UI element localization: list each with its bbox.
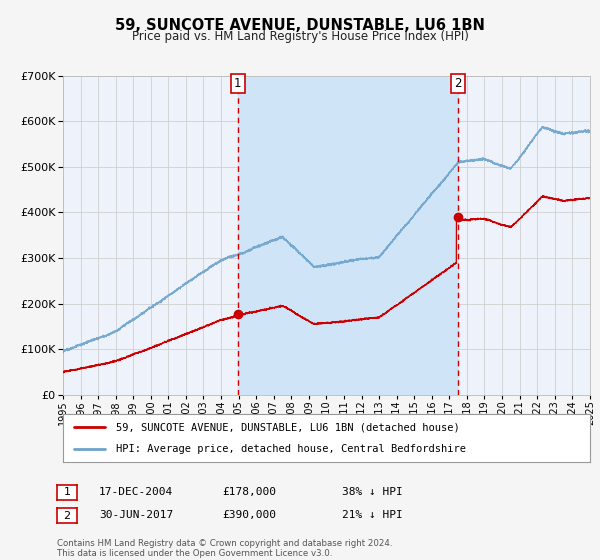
Text: 2: 2	[454, 77, 462, 90]
Text: Price paid vs. HM Land Registry's House Price Index (HPI): Price paid vs. HM Land Registry's House …	[131, 30, 469, 43]
Text: 1: 1	[64, 487, 70, 497]
Text: Contains HM Land Registry data © Crown copyright and database right 2024.
This d: Contains HM Land Registry data © Crown c…	[57, 539, 392, 558]
Text: HPI: Average price, detached house, Central Bedfordshire: HPI: Average price, detached house, Cent…	[116, 444, 466, 454]
Bar	[238, 76, 458, 395]
Text: 59, SUNCOTE AVENUE, DUNSTABLE, LU6 1BN: 59, SUNCOTE AVENUE, DUNSTABLE, LU6 1BN	[115, 18, 485, 33]
Text: 2: 2	[64, 511, 70, 521]
Text: 30-JUN-2017: 30-JUN-2017	[99, 510, 173, 520]
Text: 17-DEC-2004: 17-DEC-2004	[99, 487, 173, 497]
Text: 59, SUNCOTE AVENUE, DUNSTABLE, LU6 1BN (detached house): 59, SUNCOTE AVENUE, DUNSTABLE, LU6 1BN (…	[116, 422, 460, 432]
Text: 38% ↓ HPI: 38% ↓ HPI	[342, 487, 403, 497]
Text: £178,000: £178,000	[222, 487, 276, 497]
Text: 21% ↓ HPI: 21% ↓ HPI	[342, 510, 403, 520]
Text: 1: 1	[234, 77, 242, 90]
Text: £390,000: £390,000	[222, 510, 276, 520]
